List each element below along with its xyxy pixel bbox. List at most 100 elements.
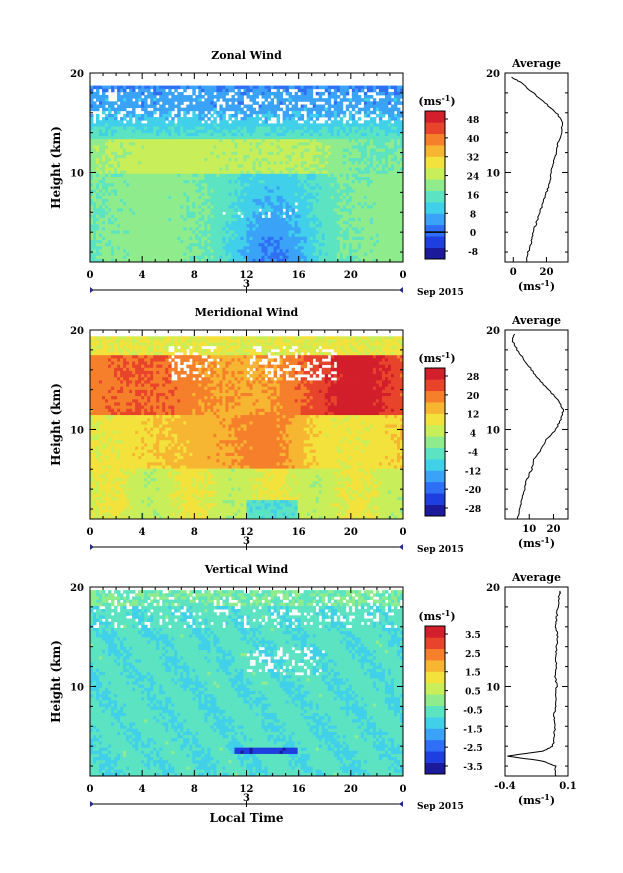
heatmap-cell: [372, 173, 377, 178]
heatmap-cell: [93, 246, 97, 250]
heatmap-cell: [204, 145, 208, 149]
heatmap-cell: [114, 85, 118, 90]
heatmap-cell: [288, 139, 293, 143]
heatmap-cell: [111, 173, 115, 178]
heatmap-cell: [231, 183, 235, 187]
heatmap-cell: [369, 129, 374, 134]
heatmap-cell: [336, 136, 341, 140]
heatmap-cell: [102, 176, 106, 181]
heatmap-cell: [141, 142, 145, 146]
heatmap-cell: [114, 136, 118, 140]
heatmap-cell: [129, 239, 133, 244]
heatmap-cell: [228, 205, 232, 209]
heatmap-cell: [276, 246, 281, 250]
heatmap-cell: [246, 107, 250, 112]
heatmap-cell: [327, 217, 332, 222]
heatmap-cell: [204, 236, 208, 241]
heatmap-cell: [225, 214, 229, 219]
heatmap-cell: [288, 136, 293, 140]
heatmap-cell: [285, 104, 290, 109]
heatmap-cell: [126, 180, 130, 184]
heatmap-cell: [174, 202, 178, 206]
heatmap-cell: [225, 217, 229, 222]
heatmap-cell: [219, 230, 223, 235]
heatmap-cell: [219, 123, 223, 127]
heatmap-cell: [237, 230, 241, 235]
heatmap-cell: [132, 101, 136, 105]
heatmap-cell: [246, 205, 250, 209]
heatmap-cell: [120, 88, 124, 93]
heatmap-cell: [210, 246, 214, 250]
heatmap-cell: [291, 239, 296, 244]
heatmap-cell: [321, 189, 326, 194]
heatmap-cell: [129, 199, 133, 203]
heatmap-cell: [96, 183, 100, 187]
heatmap-cell: [252, 255, 256, 260]
heatmap-cell: [303, 208, 308, 212]
heatmap-cell: [141, 170, 145, 175]
heatmap-cell: [282, 167, 287, 172]
heatmap-cell: [363, 211, 368, 216]
heatmap-cell: [90, 145, 94, 149]
heatmap-cell: [153, 142, 157, 146]
heatmap-cell: [96, 173, 100, 178]
heatmap-cell: [138, 145, 142, 149]
heatmap-cell: [96, 91, 100, 96]
heatmap-cell: [288, 208, 293, 212]
heatmap-cell: [168, 227, 172, 231]
heatmap-cell: [126, 214, 130, 219]
heatmap-cell: [105, 101, 109, 105]
heatmap-cell: [342, 148, 347, 153]
heatmap-cell: [171, 142, 175, 146]
heatmap-cell: [228, 233, 232, 238]
heatmap-cell: [174, 176, 178, 181]
heatmap-cell: [255, 110, 259, 115]
heatmap-cell: [171, 91, 175, 96]
heatmap-cell: [135, 136, 139, 140]
heatmap-cell: [135, 186, 139, 190]
heatmap-cell: [195, 85, 199, 90]
heatmap-cell: [105, 258, 109, 263]
heatmap-cell: [195, 176, 199, 181]
heatmap-cell: [357, 107, 362, 112]
heatmap-cell: [309, 136, 314, 140]
heatmap-cell: [132, 132, 136, 137]
heatmap-cell: [297, 148, 302, 153]
heatmap-cell: [186, 136, 190, 140]
heatmap-cell: [153, 129, 157, 134]
heatmap-cell: [111, 113, 115, 118]
heatmap-cell: [192, 249, 196, 253]
heatmap-cell: [360, 205, 365, 209]
heatmap-cell: [321, 85, 326, 90]
heatmap-cell: [156, 91, 160, 96]
heatmap-cell: [324, 129, 329, 134]
heatmap-cell: [201, 239, 205, 244]
heatmap-cell: [291, 151, 296, 156]
heatmap-cell: [309, 164, 314, 168]
heatmap-cell: [111, 145, 115, 149]
heatmap-cell: [246, 88, 250, 93]
heatmap-cell: [300, 126, 305, 131]
heatmap-cell: [186, 189, 190, 194]
heatmap-cell: [288, 214, 293, 219]
heatmap-cell: [165, 195, 169, 200]
heatmap-cell: [174, 142, 178, 146]
heatmap-cell: [336, 145, 341, 149]
heatmap-cell: [246, 129, 250, 134]
heatmap-cell: [288, 117, 293, 121]
heatmap-cell: [231, 139, 235, 143]
heatmap-cell: [159, 142, 163, 146]
heatmap-cell: [111, 142, 115, 146]
heatmap-cell: [96, 230, 100, 235]
heatmap-cell: [282, 258, 287, 263]
heatmap-cell: [216, 233, 220, 238]
heatmap-cell: [273, 243, 277, 247]
heatmap-cell: [366, 148, 371, 153]
heatmap-cell: [171, 243, 175, 247]
heatmap-cell: [147, 142, 151, 146]
heatmap-cell: [273, 224, 277, 228]
heatmap-cell: [240, 205, 244, 209]
heatmap-cell: [267, 224, 271, 228]
heatmap-cell: [174, 195, 178, 200]
heatmap-cell: [156, 255, 160, 260]
